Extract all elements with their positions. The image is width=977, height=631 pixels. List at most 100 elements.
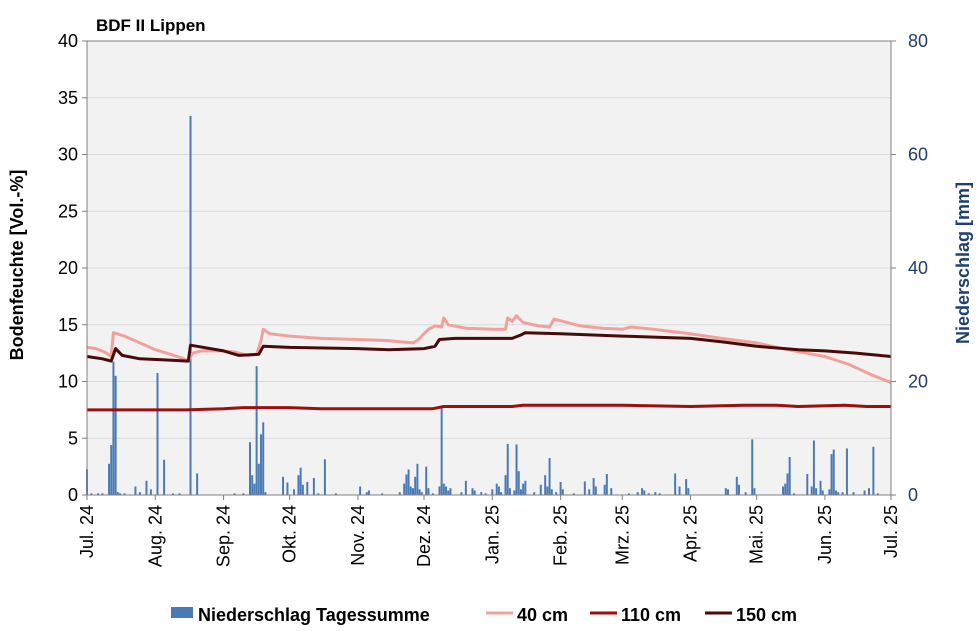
precipitation-bar <box>524 480 527 495</box>
precipitation-bar <box>782 486 785 495</box>
precipitation-bar <box>171 493 174 495</box>
x-axis-ticks: Jul. 24 Aug. 24 Sep. 24 Okt. 24 Nov. 24 Dez. … <box>77 495 901 567</box>
left-tick-label: 20 <box>58 258 78 278</box>
precipitation-bar <box>464 480 467 495</box>
precipitation-bar <box>427 488 430 495</box>
right-tick-label: 80 <box>908 31 928 51</box>
left-tick-label: 10 <box>58 372 78 392</box>
precipitation-bar <box>249 442 251 495</box>
precipitation-bar <box>97 493 100 495</box>
precipitation-bar <box>282 476 285 495</box>
precipitation-bar <box>592 477 595 495</box>
precipitation-bar <box>119 493 122 495</box>
precipitation-bar <box>727 489 729 495</box>
precipitation-bar <box>405 474 408 495</box>
precipitation-bar <box>398 492 401 495</box>
precipitation-bar <box>445 486 448 495</box>
precipitation-bar <box>751 439 754 495</box>
precipitation-bar <box>317 493 320 495</box>
left-axis-ticks: 0 5 10 15 20 25 30 35 40 <box>58 31 87 505</box>
precipitation-bar <box>123 493 126 495</box>
precipitation-bar <box>500 492 503 495</box>
precipitation-bar <box>299 467 302 495</box>
left-tick-label: 15 <box>58 315 78 335</box>
precipitation-bar <box>359 486 362 495</box>
precipitation-bar <box>149 489 152 495</box>
x-tick-label: Apr. 25 <box>681 505 701 562</box>
precipitation-bar <box>508 488 511 495</box>
legend-swatch-precipitation <box>171 607 193 618</box>
precipitation-bar <box>196 473 199 495</box>
precipitation-bar <box>301 484 304 495</box>
legend-label-precipitation: Niederschlag Tagessumme <box>198 605 430 625</box>
precipitation-bar <box>145 480 148 495</box>
legend-label-110cm: 110 cm <box>621 605 681 625</box>
x-tick-label: Aug. 24 <box>145 505 165 567</box>
precipitation-bar <box>793 493 796 495</box>
x-tick-label: Feb. 25 <box>551 505 571 566</box>
precipitation-bar <box>262 422 265 495</box>
precipitation-bar <box>583 481 586 495</box>
precipitation-bar <box>480 492 483 495</box>
precipitation-bar <box>163 459 166 495</box>
precipitation-bar <box>806 474 809 495</box>
precipitation-bar <box>539 484 542 495</box>
precipitation-bar <box>440 408 443 495</box>
precipitation-bars <box>86 115 879 495</box>
precipitation-bar <box>641 488 644 495</box>
precipitation-bar <box>821 490 824 495</box>
precipitation-bar <box>431 493 434 495</box>
precipitation-bar <box>636 492 639 495</box>
precipitation-bar <box>449 488 452 495</box>
precipitation-bar <box>260 434 263 495</box>
precipitation-bar <box>114 375 117 495</box>
precipitation-bar <box>312 477 315 495</box>
precipitation-bar <box>647 493 650 495</box>
left-tick-label: 5 <box>68 428 78 448</box>
precipitation-bar <box>815 488 818 495</box>
precipitation-bar <box>418 489 421 495</box>
left-tick-label: 0 <box>68 485 78 505</box>
left-axis-label: Bodenfeuchte [Vol.-%] <box>7 170 27 361</box>
precipitation-bar <box>425 466 428 495</box>
series-line-110cm <box>87 403 891 412</box>
precipitation-bar <box>504 475 507 495</box>
precipitation-bar <box>414 476 417 495</box>
right-tick-label: 20 <box>908 372 928 392</box>
precipitation-bar <box>506 443 509 495</box>
precipitation-bar <box>515 444 518 495</box>
precipitation-bar <box>735 476 738 495</box>
precipitation-bar <box>627 493 630 495</box>
x-tick-label: Sep. 24 <box>214 505 234 567</box>
precipitation-bar <box>116 492 119 495</box>
precipitation-bar <box>460 492 463 495</box>
x-tick-label: Mai. 25 <box>747 505 767 564</box>
right-axis-ticks: 0 20 40 60 80 <box>891 31 928 505</box>
legend: Niederschlag Tagessumme 40 cm 110 cm 150… <box>171 605 797 625</box>
precipitation-bar <box>674 473 677 495</box>
x-tick-label: Nov. 24 <box>348 505 368 566</box>
precipitation-bar <box>832 449 835 495</box>
precipitation-bar <box>156 372 159 495</box>
precipitation-bar <box>788 456 791 495</box>
precipitation-bar <box>658 493 661 495</box>
precipitation-bar <box>738 484 741 495</box>
x-tick-label: Okt. 24 <box>280 505 300 563</box>
precipitation-bar <box>724 488 727 495</box>
precipitation-bar <box>497 486 500 495</box>
precipitation-bar <box>442 483 445 495</box>
precipitation-bar <box>403 483 406 495</box>
precipitation-bar <box>550 489 553 495</box>
precipitation-bar <box>407 469 410 495</box>
precipitation-bar <box>189 115 192 495</box>
precipitation-bar <box>876 493 879 495</box>
precipitation-bar <box>138 492 141 495</box>
chart-title: BDF II Lippen <box>96 16 206 35</box>
precipitation-bar <box>293 489 296 495</box>
precipitation-bar <box>334 493 337 495</box>
x-tick-label: Jul. 24 <box>77 505 97 558</box>
precipitation-bar <box>110 445 113 495</box>
precipitation-bar <box>603 484 606 495</box>
precipitation-bar <box>548 458 551 495</box>
